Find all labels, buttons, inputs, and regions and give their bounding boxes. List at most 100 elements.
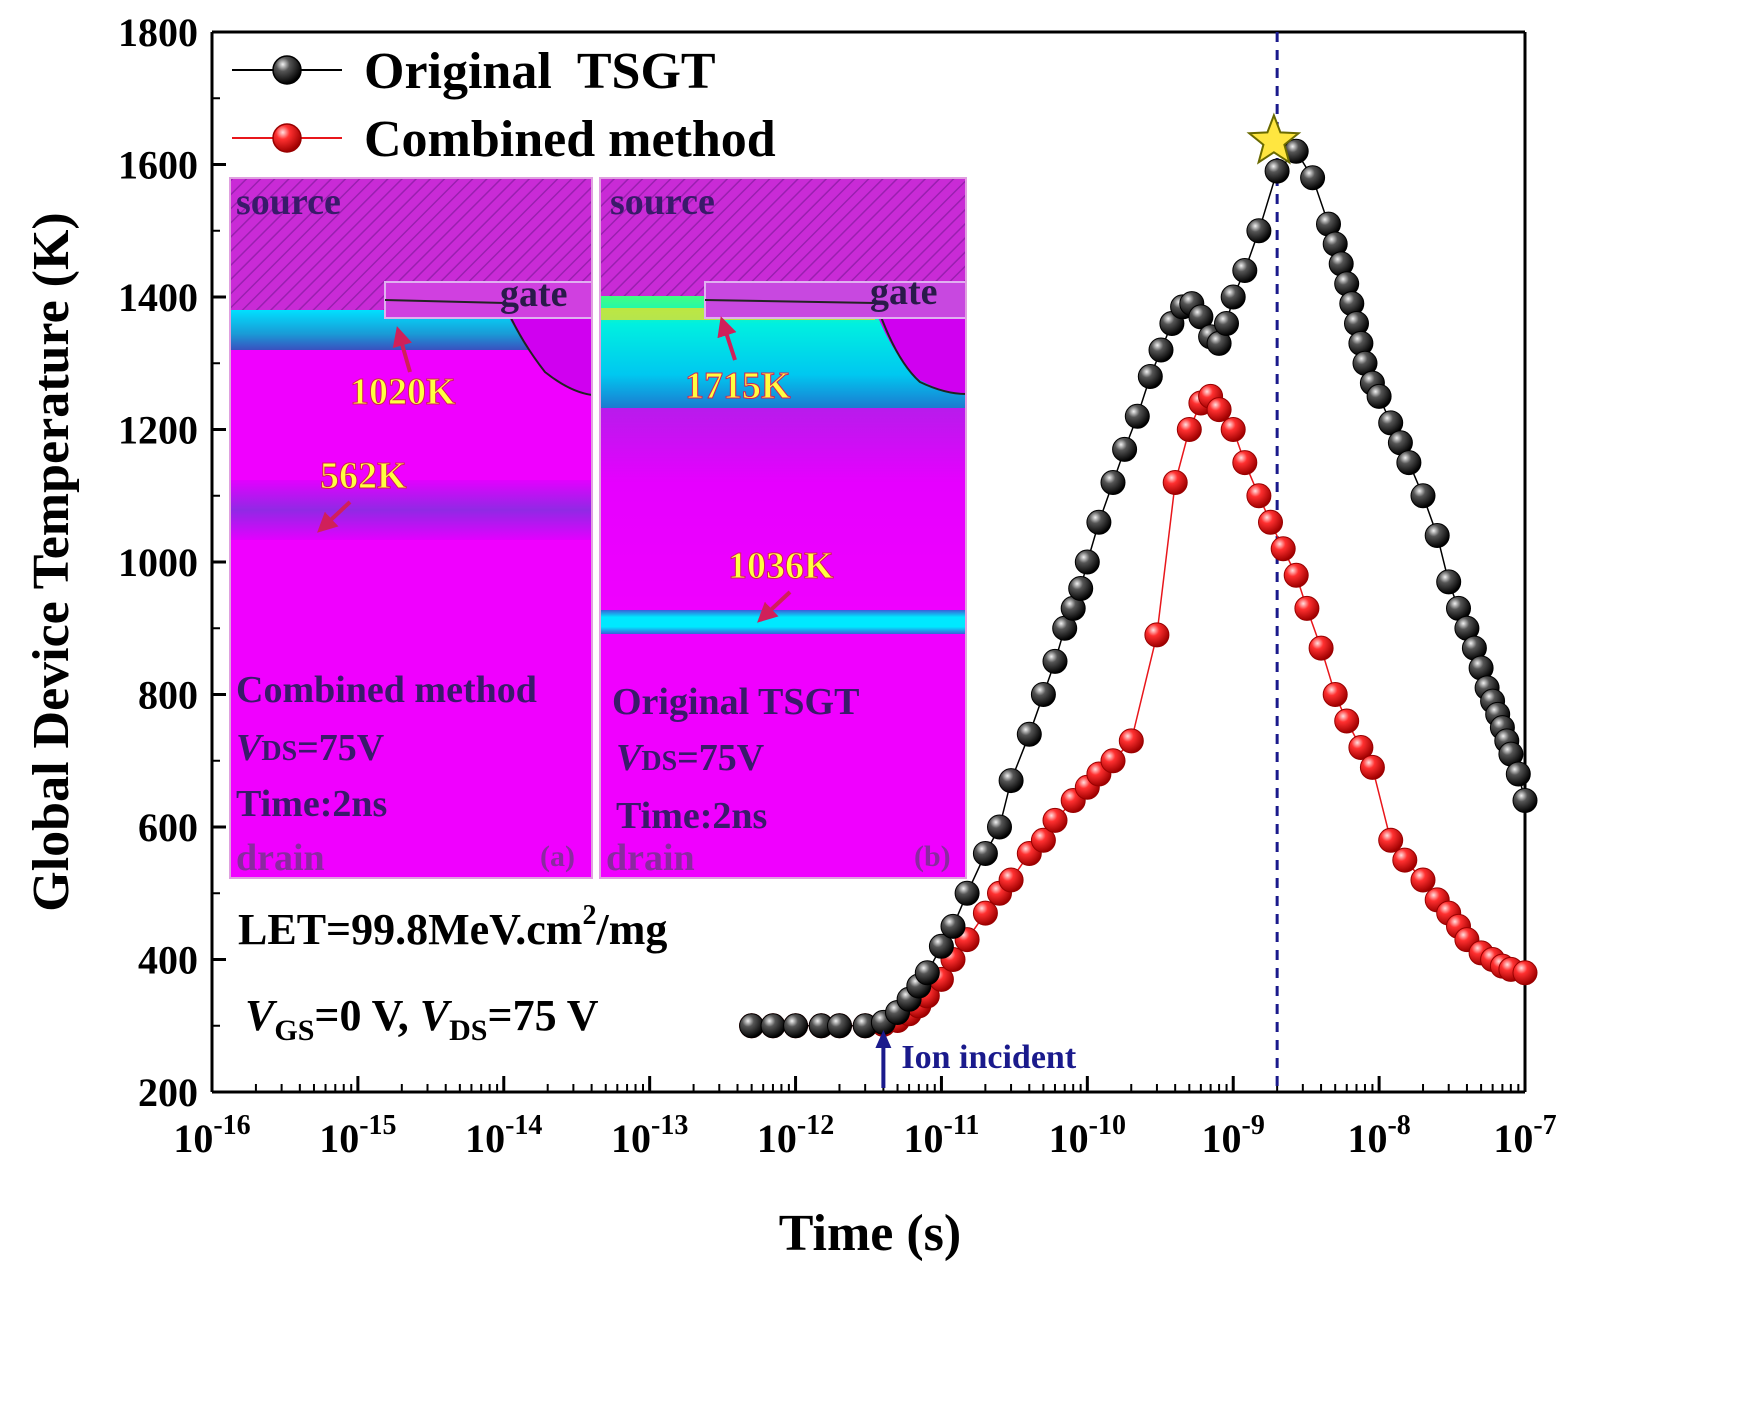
data-point [739,1013,765,1039]
ion-incident-annotation: Ion incident [875,1030,1077,1088]
data-point [1176,417,1202,442]
data-point [1206,397,1232,423]
legend-label-combined: Combined method [364,111,776,168]
inset-b-hot-label-2: 1036K [728,545,834,587]
legend-item-original-tsgt: Original TSGT [232,43,716,100]
data-point [1068,576,1094,601]
y-tick-label: 200 [138,1070,198,1115]
inset-a-method-label: Combined method [236,669,537,711]
inset-b-vds-label: VDS=75V [616,737,765,779]
x-tick-label: 10-15 [319,1110,396,1161]
y-tick-label: 600 [138,805,198,850]
data-point [1264,158,1290,184]
x-axis-ticks: 10-16 10-15 10-14 10-13 10-12 10-11 10-10 10-9 1… [173,1076,1557,1161]
legend-marker-black [272,55,302,85]
data-point [928,933,954,959]
x-tick-label: 10-16 [173,1110,250,1161]
data-point [1512,960,1538,986]
x-tick-label: 10-8 [1347,1110,1410,1161]
y-tick-label: 1400 [118,275,198,320]
data-point [1030,682,1056,707]
x-tick-label: 10-10 [1049,1110,1126,1161]
data-point [1246,218,1272,244]
data-point [1378,827,1404,853]
data-point [1308,635,1334,661]
inset-b-source-label: source [610,181,715,223]
data-point [914,960,940,986]
data-point [827,1013,852,1039]
series-original-tsgt [739,138,1538,1039]
data-point [1148,337,1174,363]
data-point [1294,595,1320,621]
inset-b-gate-label: gate [870,271,938,313]
data-point [1359,754,1385,780]
x-tick-label: 10-12 [757,1110,834,1161]
bias-annotation: VGS=0 V, VDS=75 V [245,991,599,1047]
y-axis-ticks: 200 400 600 800 1000 1200 1400 1600 1800 [118,10,226,1115]
inset-b-method-label: Original TSGT [612,681,859,723]
inset-a-source-label: source [236,181,341,223]
data-point [1042,648,1068,674]
data-point [940,913,966,939]
data-point [1214,311,1239,336]
legend-marker-red [272,123,302,153]
data-point [1322,682,1348,707]
data-point [1074,549,1100,575]
y-tick-label: 1000 [118,540,198,585]
data-point [1300,165,1326,191]
inset-a-hot-label-2: 562K [320,455,407,497]
data-point [1410,867,1436,893]
data-point [1246,483,1272,509]
data-point [1366,383,1392,409]
data-point [998,768,1024,794]
data-point [760,1013,786,1039]
data-point [1220,284,1246,310]
y-tick-label: 1200 [118,408,198,453]
data-point [1258,509,1283,535]
data-point [1030,827,1056,853]
data-point [1410,483,1436,509]
legend: Original TSGT Combined method [232,43,776,168]
x-tick-label: 10-11 [904,1110,980,1161]
data-point [1378,410,1404,436]
data-point [783,1013,809,1039]
data-point [1220,417,1246,442]
data-point [1334,708,1360,734]
data-point [1124,403,1150,429]
inset-b-hot-label-1: 1715K [685,365,791,407]
x-tick-label: 10-13 [611,1110,688,1161]
let-annotation: LET=99.8MeV.cm2/mg [238,900,667,954]
x-tick-label: 10-14 [465,1110,542,1161]
inset-a-panel-tag: (a) [540,840,575,873]
peak-star-icon [1246,112,1302,165]
y-tick-label: 400 [138,938,198,983]
data-point [1144,622,1170,648]
data-point [1162,470,1188,495]
data-point [954,880,980,906]
inset-panel-b: source gate 1715K 1036K Original TSGT VD… [599,177,967,879]
data-point [1232,258,1258,283]
data-point [1042,807,1068,833]
data-point [1424,523,1450,548]
data-point [1086,509,1112,535]
y-tick-label: 1800 [118,10,198,55]
inset-a-drain-label: drain [236,837,325,879]
inset-b-panel-tag: (b) [914,840,951,873]
data-point [1348,735,1374,760]
data-point [1283,562,1309,588]
data-point [1100,470,1126,495]
y-tick-label: 1600 [118,143,198,188]
legend-label-original: Original TSGT [364,43,716,100]
data-point [1016,721,1042,747]
data-point [1188,304,1214,330]
inset-panel-a: source gate 1020K 562K Combined method V… [229,177,593,879]
data-point [1270,536,1296,562]
inset-a-time-label: Time:2ns [236,783,387,825]
data-point [1100,748,1126,774]
data-point [972,841,998,866]
data-point [1232,450,1258,476]
inset-a-hot-label-1: 1020K [350,371,456,413]
y-axis-title: Global Device Temperature (K) [23,212,80,912]
inset-a-vds-label: VDS=75V [236,727,385,769]
